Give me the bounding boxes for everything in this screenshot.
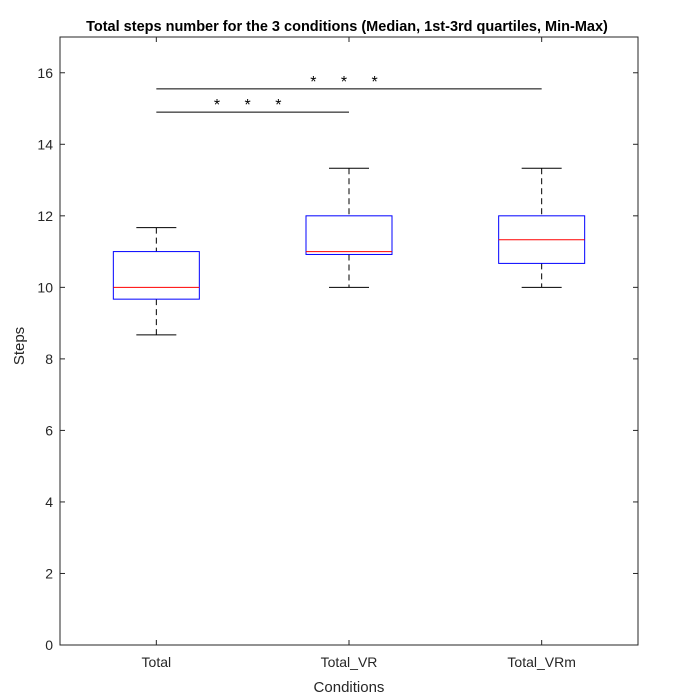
x-tick-label: Total_VR: [321, 654, 378, 670]
chart-title: Total steps number for the 3 conditions …: [86, 19, 608, 35]
significance-stars: * * *: [310, 74, 388, 91]
x-tick-label: Total: [142, 654, 172, 670]
y-axis-label: Steps: [11, 327, 28, 365]
x-axis-label: Conditions: [314, 679, 385, 695]
y-tick-label: 16: [37, 65, 53, 81]
plot-frame: [59, 36, 639, 646]
y-tick-label: 4: [45, 494, 53, 510]
plot-area: 0 2 4 6 8 10 12 14 16 Total Total_VR Total_VRm * * *…: [37, 36, 639, 670]
y-tick-label: 6: [45, 422, 53, 438]
y-tick-label: 12: [37, 208, 53, 224]
y-tick-label: 2: [45, 565, 53, 581]
box-iqr: [305, 215, 393, 255]
significance-stars: * * *: [214, 97, 292, 114]
box-iqr: [112, 251, 200, 300]
y-tick-label: 8: [45, 351, 53, 367]
y-tick-label: 0: [45, 637, 53, 653]
y-tick-label: 14: [37, 136, 53, 152]
y-tick-label: 10: [37, 279, 53, 295]
x-tick-label: Total_VRm: [507, 654, 575, 670]
